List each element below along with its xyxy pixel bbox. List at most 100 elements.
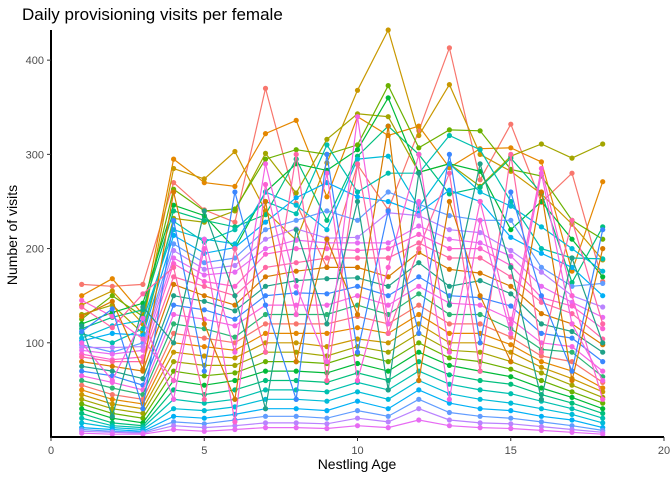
data-point bbox=[324, 194, 330, 200]
data-point bbox=[416, 123, 422, 129]
data-point bbox=[324, 302, 330, 308]
data-point bbox=[324, 227, 330, 233]
data-point bbox=[262, 349, 269, 355]
data-point bbox=[201, 321, 207, 327]
data-point bbox=[538, 349, 545, 355]
data-point bbox=[600, 256, 606, 262]
data-point bbox=[171, 208, 177, 214]
data-point bbox=[232, 334, 238, 340]
data-point bbox=[538, 299, 545, 305]
data-point bbox=[171, 321, 177, 327]
data-point bbox=[232, 241, 238, 247]
series-38 bbox=[79, 151, 606, 412]
data-point bbox=[262, 85, 269, 91]
y-tick-label: 100 bbox=[26, 338, 44, 350]
series-line bbox=[81, 116, 604, 402]
data-point bbox=[171, 255, 177, 261]
data-point bbox=[262, 227, 269, 233]
series-line bbox=[81, 126, 604, 402]
y-tick-label: 300 bbox=[26, 149, 44, 161]
data-point bbox=[538, 413, 545, 419]
data-point bbox=[569, 321, 575, 327]
data-point bbox=[293, 147, 299, 153]
data-point bbox=[79, 368, 85, 374]
data-point bbox=[569, 236, 575, 242]
data-point bbox=[477, 278, 483, 284]
data-point bbox=[324, 208, 330, 214]
data-point bbox=[416, 417, 422, 423]
data-point bbox=[201, 293, 207, 299]
data-point bbox=[232, 283, 238, 289]
data-point bbox=[508, 166, 514, 172]
data-point bbox=[171, 217, 177, 223]
data-point bbox=[385, 240, 391, 246]
data-point bbox=[109, 344, 115, 351]
data-point bbox=[293, 340, 299, 346]
data-point bbox=[600, 274, 606, 280]
data-point bbox=[171, 261, 177, 267]
data-point bbox=[385, 413, 391, 419]
data-point bbox=[416, 145, 422, 151]
series-line bbox=[81, 125, 604, 330]
data-point bbox=[477, 240, 483, 246]
data-point bbox=[569, 349, 575, 355]
data-point bbox=[508, 247, 514, 254]
data-point bbox=[324, 136, 330, 142]
data-point bbox=[600, 293, 606, 299]
x-tick-label: 0 bbox=[48, 445, 54, 457]
data-point bbox=[477, 128, 483, 134]
data-point bbox=[569, 417, 575, 423]
data-point bbox=[569, 217, 575, 223]
data-point bbox=[109, 377, 115, 384]
data-point bbox=[508, 283, 514, 289]
data-point bbox=[477, 425, 483, 431]
data-point bbox=[324, 170, 330, 176]
data-point bbox=[171, 359, 177, 365]
data-point bbox=[600, 179, 606, 185]
data-point bbox=[538, 264, 545, 270]
data-point bbox=[293, 151, 299, 157]
data-point bbox=[446, 330, 452, 336]
data-point bbox=[262, 131, 269, 137]
data-point bbox=[171, 349, 177, 355]
data-point bbox=[600, 410, 606, 416]
data-point bbox=[354, 142, 361, 148]
data-point bbox=[262, 293, 269, 299]
data-point bbox=[416, 387, 422, 393]
data-point bbox=[508, 381, 514, 387]
data-point bbox=[324, 255, 330, 261]
series-layer bbox=[79, 27, 606, 437]
data-point bbox=[446, 151, 452, 157]
data-point bbox=[293, 260, 299, 266]
data-point bbox=[569, 368, 575, 374]
data-point bbox=[109, 392, 115, 398]
data-point bbox=[201, 278, 207, 285]
data-point bbox=[79, 396, 85, 402]
data-point bbox=[79, 377, 85, 384]
data-point bbox=[385, 274, 391, 280]
data-point bbox=[262, 161, 269, 167]
data-point bbox=[385, 387, 391, 393]
data-point bbox=[508, 366, 514, 372]
data-point bbox=[600, 349, 606, 355]
data-point bbox=[416, 132, 422, 139]
data-point bbox=[79, 387, 85, 393]
data-point bbox=[232, 308, 238, 314]
data-point bbox=[232, 293, 238, 299]
data-point bbox=[508, 234, 514, 240]
data-point bbox=[385, 208, 391, 214]
data-point bbox=[477, 151, 483, 157]
data-point bbox=[232, 323, 238, 329]
data-point bbox=[477, 184, 483, 190]
data-point bbox=[446, 409, 452, 416]
data-point bbox=[600, 385, 606, 391]
data-point bbox=[262, 181, 269, 188]
data-point bbox=[354, 217, 361, 223]
data-point bbox=[201, 368, 207, 374]
data-point bbox=[201, 382, 207, 388]
series-line bbox=[81, 342, 603, 419]
data-point bbox=[569, 406, 575, 412]
data-point bbox=[201, 298, 207, 304]
data-point bbox=[109, 413, 115, 419]
data-point bbox=[569, 400, 575, 406]
